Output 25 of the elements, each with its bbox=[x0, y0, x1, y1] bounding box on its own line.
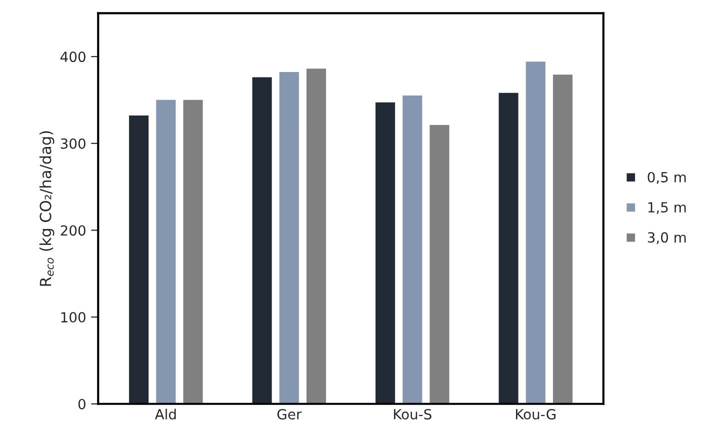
bar bbox=[497, 91, 520, 404]
y-tick-label: 0 bbox=[78, 398, 86, 410]
bar bbox=[428, 124, 451, 404]
bar bbox=[128, 114, 150, 404]
legend-label: 0,5 m bbox=[648, 172, 686, 184]
y-tick-label: 300 bbox=[60, 138, 86, 149]
legend-label: 3,0 m bbox=[648, 232, 686, 244]
bar bbox=[305, 67, 328, 404]
bar bbox=[278, 70, 300, 404]
bar bbox=[524, 60, 547, 404]
bar bbox=[374, 101, 396, 404]
y-axis-title: R$_{eco}$ (kg CO₂/ha/dag) bbox=[39, 131, 54, 286]
x-tick-label: Ald bbox=[154, 408, 176, 420]
y-tick-label: 400 bbox=[60, 52, 86, 62]
y-tick-label: 100 bbox=[61, 312, 86, 323]
x-tick-label: Ger bbox=[277, 408, 302, 420]
bar bbox=[552, 73, 574, 404]
bar bbox=[154, 98, 178, 404]
bar bbox=[401, 94, 424, 404]
x-tick-label: Kou-G bbox=[516, 408, 556, 420]
bar bbox=[250, 76, 274, 404]
y-tick-label: 200 bbox=[60, 225, 86, 236]
x-tick-label: Kou-S bbox=[394, 408, 432, 420]
legend-label: 1,5 m bbox=[648, 202, 686, 214]
bar bbox=[182, 98, 204, 404]
